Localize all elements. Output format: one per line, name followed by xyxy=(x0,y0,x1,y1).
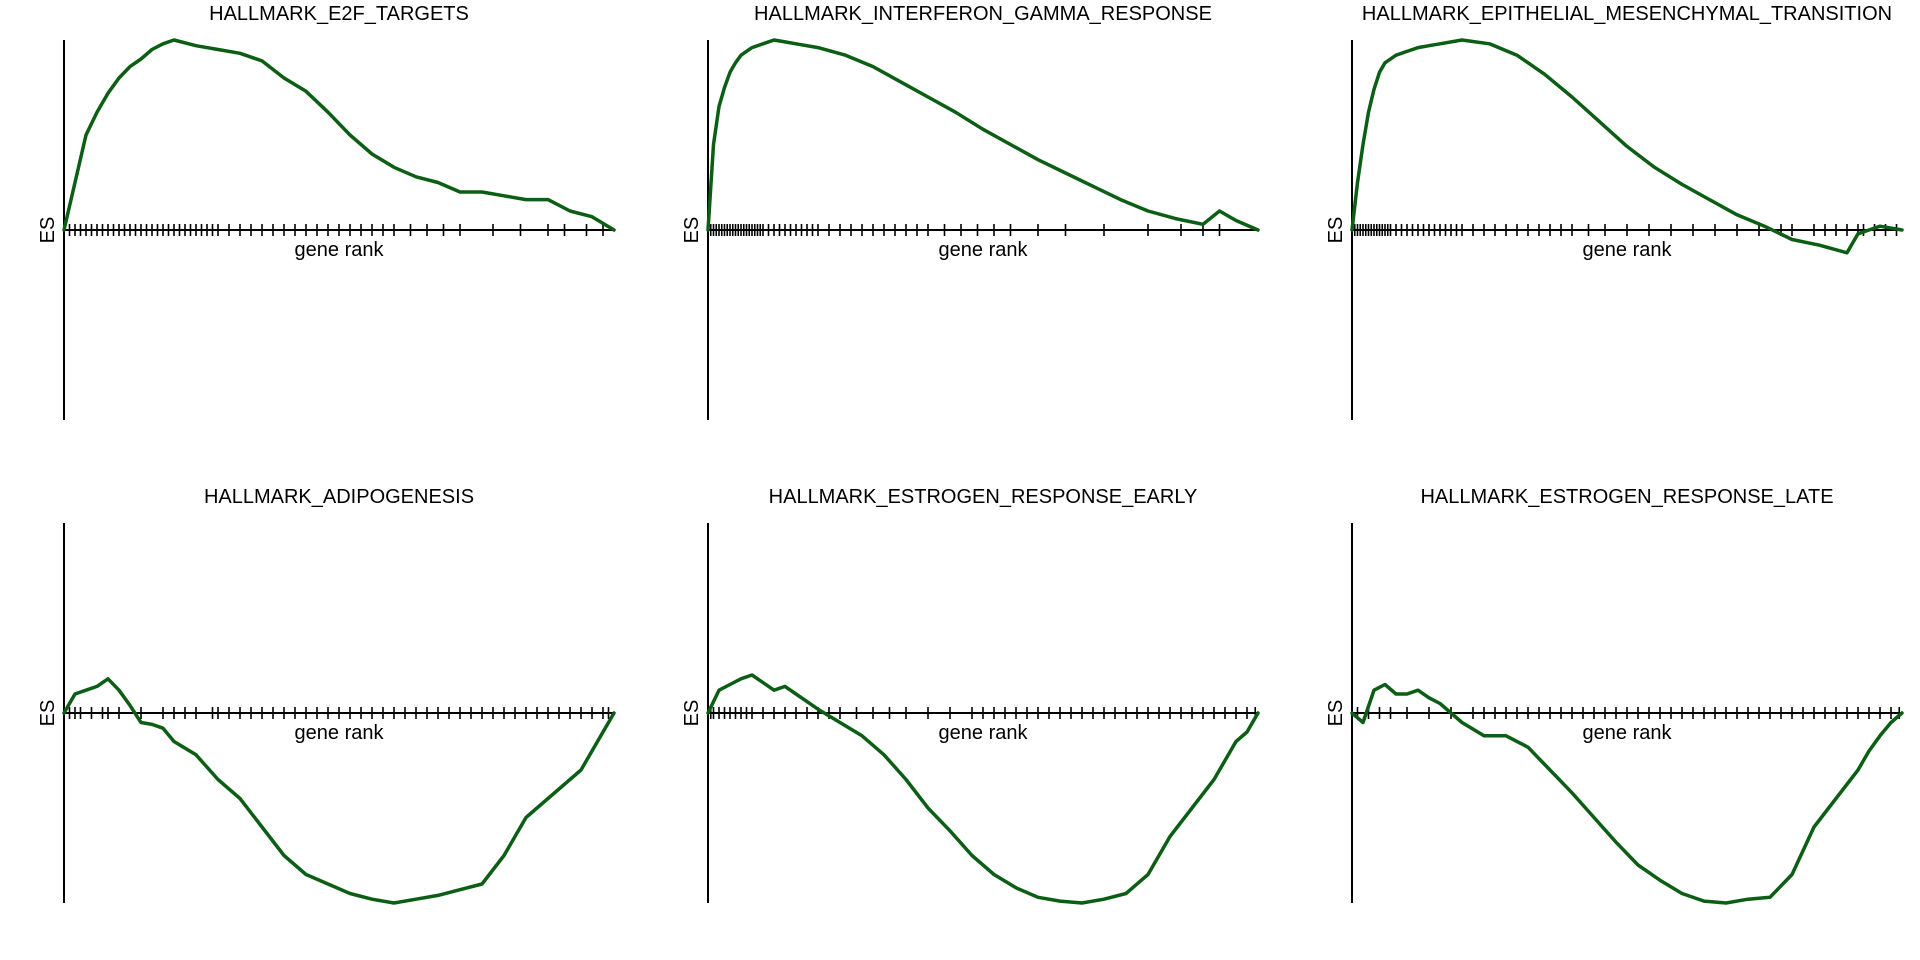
panel-title: HALLMARK_INTERFERON_GAMMA_RESPONSE xyxy=(754,3,1212,25)
y-axis-label: ES xyxy=(681,700,703,727)
hit-ticks xyxy=(709,707,1257,719)
es-curve xyxy=(1350,682,1904,905)
es-curve xyxy=(706,38,1260,232)
es-panel-4: HALLMARK_ADIPOGENESIS ES gene rank xyxy=(37,486,616,905)
es-panel-5: HALLMARK_ESTROGEN_RESPONSE_EARLY ES gene r… xyxy=(681,486,1260,905)
x-axis-label: gene rank xyxy=(939,722,1029,744)
x-axis-label: gene rank xyxy=(1583,722,1673,744)
es-curve xyxy=(62,38,616,232)
es-panel-3: HALLMARK_EPITHELIAL_MESENCHYMAL_TRANSITI… xyxy=(1325,3,1904,420)
es-panel-6: HALLMARK_ESTROGEN_RESPONSE_LATE ES gene ra… xyxy=(1325,486,1904,905)
hit-ticks xyxy=(1356,707,1901,719)
y-axis-label: ES xyxy=(37,217,59,244)
panel-title: HALLMARK_EPITHELIAL_MESENCHYMAL_TRANSITI… xyxy=(1362,3,1892,25)
panel-title: HALLMARK_ADIPOGENESIS xyxy=(204,486,474,508)
es-curve xyxy=(62,677,616,905)
hit-ticks xyxy=(1353,224,1898,236)
es-panel-1: HALLMARK_E2F_TARGETS ES gene rank xyxy=(37,3,616,420)
y-axis-label: ES xyxy=(681,217,703,244)
y-axis-label: ES xyxy=(37,700,59,727)
panel-title: HALLMARK_E2F_TARGETS xyxy=(209,3,469,25)
hit-ticks xyxy=(709,224,1221,236)
y-axis-label: ES xyxy=(1325,217,1347,244)
hit-ticks xyxy=(68,707,610,719)
x-axis-label: gene rank xyxy=(295,722,385,744)
es-panel-2: HALLMARK_INTERFERON_GAMMA_RESPONSE ES gene… xyxy=(681,3,1260,420)
panel-title: HALLMARK_ESTROGEN_RESPONSE_EARLY xyxy=(769,486,1198,508)
es-curve xyxy=(706,673,1260,905)
x-axis-label: gene rank xyxy=(295,239,385,261)
panel-title: HALLMARK_ESTROGEN_RESPONSE_LATE xyxy=(1420,486,1833,508)
y-axis-label: ES xyxy=(1325,700,1347,727)
x-axis-label: gene rank xyxy=(939,239,1029,261)
hit-ticks xyxy=(68,224,604,236)
es-curve xyxy=(1350,38,1904,255)
x-axis-label: gene rank xyxy=(1583,239,1673,261)
